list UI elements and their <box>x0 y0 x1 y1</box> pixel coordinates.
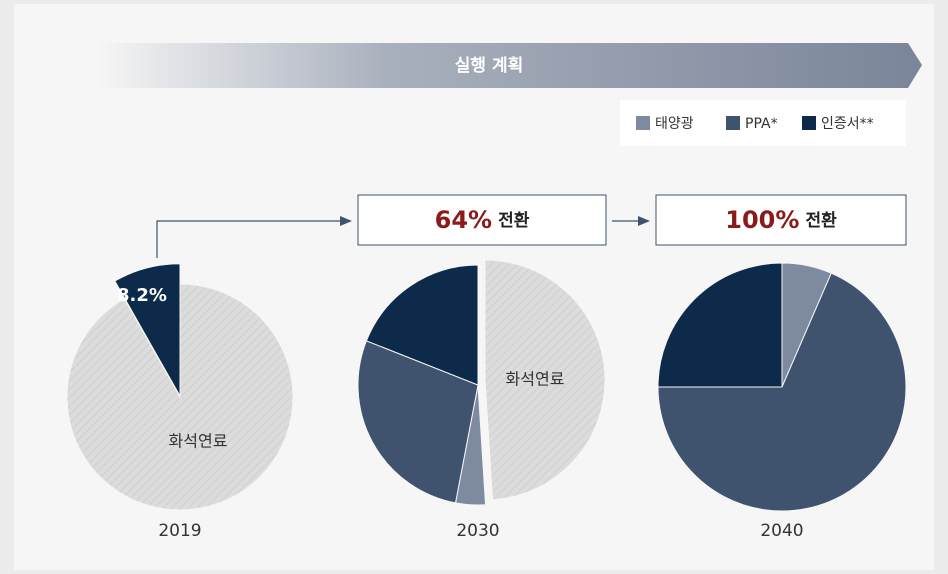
legend-label: PPA* <box>745 116 778 132</box>
year-label: 2030 <box>456 521 499 541</box>
arrow <box>156 220 340 258</box>
slice-label: 화석연료 <box>169 432 228 451</box>
banner <box>100 43 922 88</box>
headline-word: 전환 <box>498 211 530 231</box>
pie-slice <box>657 272 907 512</box>
legend-label: 태양광 <box>655 116 694 132</box>
legend-swatch <box>726 116 740 130</box>
headline-box <box>655 194 907 246</box>
headline-box <box>357 194 607 246</box>
headline-word: 전환 <box>805 211 837 231</box>
pie-slice <box>357 340 479 504</box>
legend-box <box>620 100 906 146</box>
pie-slice <box>657 262 783 388</box>
pie-slice <box>114 263 181 398</box>
legend-label: 인증서** <box>821 116 874 132</box>
year-label: 2040 <box>760 521 803 541</box>
legend: 태양광 PPA* 인증서** <box>636 116 874 132</box>
banner-title: 실행 계획 <box>455 56 523 76</box>
headline: 64% 전환 <box>435 206 530 234</box>
legend-swatch <box>636 116 650 130</box>
arrow-head <box>340 216 352 226</box>
pies: 화석연료 8.2% 2019 화석연료 2030 64% 전환 2040 100% 전환 <box>66 206 907 541</box>
headline-value: 100% <box>725 206 799 234</box>
legend-swatch <box>802 116 816 130</box>
headline: 100% 전환 <box>725 206 837 234</box>
pie-slice <box>484 259 606 501</box>
pie-slice <box>365 264 479 386</box>
year-label: 2019 <box>158 521 201 541</box>
value-label: 8.2% <box>117 285 167 306</box>
slice-label: 화석연료 <box>506 370 565 389</box>
arrow-head <box>638 216 650 226</box>
headline-value: 64% <box>435 206 492 234</box>
